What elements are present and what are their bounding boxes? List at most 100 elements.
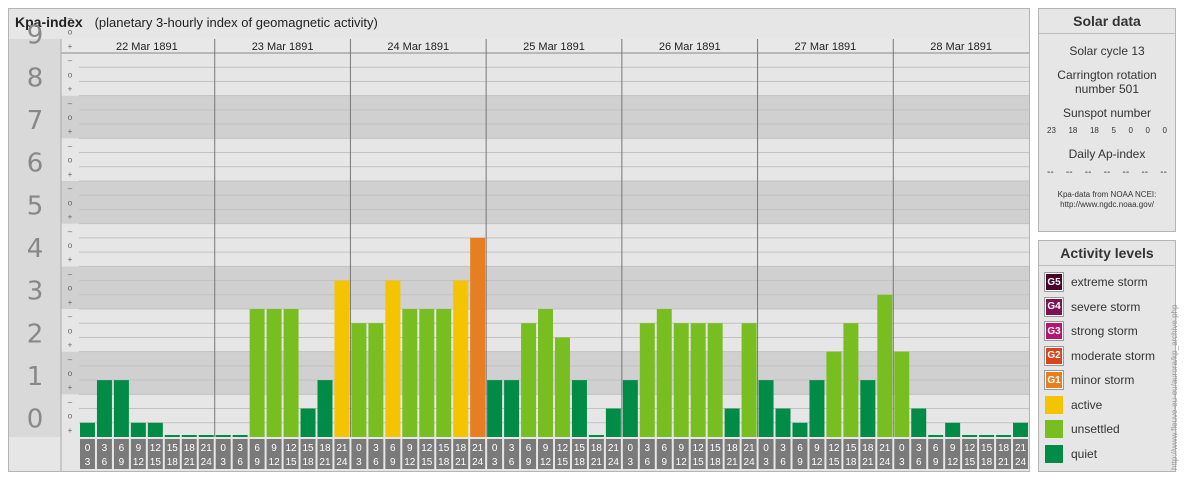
y-sub-tick: – xyxy=(68,141,73,150)
y-sub-tick: o xyxy=(68,369,73,378)
y-sub-tick: o xyxy=(68,198,73,207)
interval-end: 6 xyxy=(373,457,379,468)
legend-item-strong-storm: G3 strong storm xyxy=(1039,319,1175,344)
interval-box xyxy=(996,439,1012,469)
kp-bar xyxy=(96,380,112,437)
interval-box xyxy=(300,439,316,469)
interval-start: 6 xyxy=(254,443,260,454)
y-sub-tick: + xyxy=(68,213,73,222)
kp-bar xyxy=(249,309,265,437)
kp-bar xyxy=(436,309,452,437)
interval-end: 24 xyxy=(744,457,756,468)
ap-value-1: -- xyxy=(1065,167,1073,178)
interval-end: 6 xyxy=(645,457,651,468)
interval-end: 12 xyxy=(947,457,959,468)
y-sub-tick: o xyxy=(68,284,73,293)
kp-bar xyxy=(334,280,350,437)
interval-end: 6 xyxy=(509,457,515,468)
ap-values: -- -- -- -- -- -- -- xyxy=(1039,167,1175,178)
kp-bar xyxy=(1013,422,1028,437)
kp-bar xyxy=(538,309,553,437)
interval-end: 24 xyxy=(472,457,484,468)
interval-box xyxy=(368,439,384,469)
interval-start: 15 xyxy=(574,443,586,454)
interval-start: 3 xyxy=(780,443,786,454)
interval-box xyxy=(130,439,146,469)
interval-end: 6 xyxy=(237,457,243,468)
interval-box xyxy=(385,439,401,469)
interval-end: 21 xyxy=(319,457,331,468)
kp-band-8 xyxy=(61,53,1029,96)
kp-bar xyxy=(198,435,214,437)
interval-end: 6 xyxy=(102,457,108,468)
interval-start: 3 xyxy=(509,443,515,454)
sunspot-values: 23 18 18 5 0 0 0 xyxy=(1039,126,1175,135)
y-tick-label: 7 xyxy=(27,106,44,136)
day-label: 28 Mar 1891 xyxy=(930,41,992,53)
kp-bar xyxy=(571,380,587,437)
sunspot-value-0: 23 xyxy=(1047,126,1056,135)
interval-end: 21 xyxy=(862,457,874,468)
site-credit: http://www.fleuve-eu-eu/aurora/kp_archiv… xyxy=(1170,304,1179,470)
legend-label: severe storm xyxy=(1071,299,1141,314)
interval-box xyxy=(80,439,95,469)
legend-swatch xyxy=(1045,395,1063,414)
ap-value-2: -- xyxy=(1084,167,1092,178)
y-sub-tick: – xyxy=(68,355,73,364)
interval-end: 21 xyxy=(998,457,1010,468)
interval-box xyxy=(571,439,587,469)
interval-box xyxy=(215,439,231,469)
interval-end: 3 xyxy=(220,457,226,468)
interval-end: 9 xyxy=(933,457,939,468)
legend-label: unsettled xyxy=(1071,422,1120,437)
interval-box xyxy=(588,439,604,469)
interval-end: 9 xyxy=(390,457,396,468)
legend-item-extreme-storm: G5 extreme storm xyxy=(1039,270,1175,295)
kp-bar xyxy=(707,323,723,437)
interval-start: 21 xyxy=(879,443,891,454)
interval-box xyxy=(538,439,553,469)
source-note: Kpa-data from NOAA NCEI: http://www.ngdc… xyxy=(1039,190,1175,210)
interval-box xyxy=(860,439,876,469)
y-sub-tick: o xyxy=(68,113,73,122)
solar-data-title: Solar data xyxy=(1039,9,1175,34)
legend-label: extreme storm xyxy=(1071,275,1148,290)
interval-start: 9 xyxy=(136,443,142,454)
legend-item-unsettled: unsettled xyxy=(1039,417,1175,442)
interval-end: 9 xyxy=(254,457,260,468)
kp-bar xyxy=(690,323,706,437)
interval-end: 18 xyxy=(981,457,993,468)
interval-box xyxy=(164,439,180,469)
interval-end: 21 xyxy=(591,457,603,468)
day-header-strip xyxy=(61,39,1029,53)
interval-end: 3 xyxy=(763,457,769,468)
y-tick-label: 8 xyxy=(27,63,44,93)
y-sub-tick: o xyxy=(68,326,73,335)
y-sub-tick: – xyxy=(68,184,73,193)
kp-bar xyxy=(962,435,978,437)
interval-end: 18 xyxy=(302,457,314,468)
interval-box xyxy=(266,439,282,469)
y-tick-label: 6 xyxy=(27,149,44,179)
interval-start: 21 xyxy=(744,443,756,454)
kp-bar xyxy=(487,380,503,437)
legend-swatch xyxy=(1045,420,1063,439)
interval-end: 24 xyxy=(879,457,891,468)
source-link[interactable]: http://www.ngdc.noaa.gov/ xyxy=(1060,200,1154,209)
interval-start: 3 xyxy=(373,443,379,454)
interval-start: 15 xyxy=(981,443,993,454)
kp-bar xyxy=(113,380,129,437)
interval-start: 6 xyxy=(119,443,125,454)
y-tick-label: 5 xyxy=(27,191,44,221)
interval-end: 12 xyxy=(540,457,552,468)
solar-cycle: Solar cycle 13 xyxy=(1069,44,1145,58)
kp-bar xyxy=(181,435,197,437)
sunspot-label: Sunspot number xyxy=(1062,106,1152,120)
interval-start: 6 xyxy=(933,443,939,454)
interval-box xyxy=(419,439,435,469)
interval-end: 15 xyxy=(421,457,433,468)
day-label: 22 Mar 1891 xyxy=(116,41,178,53)
interval-start: 9 xyxy=(543,443,549,454)
y-sub-tick: + xyxy=(68,298,73,307)
interval-start: 12 xyxy=(557,443,569,454)
